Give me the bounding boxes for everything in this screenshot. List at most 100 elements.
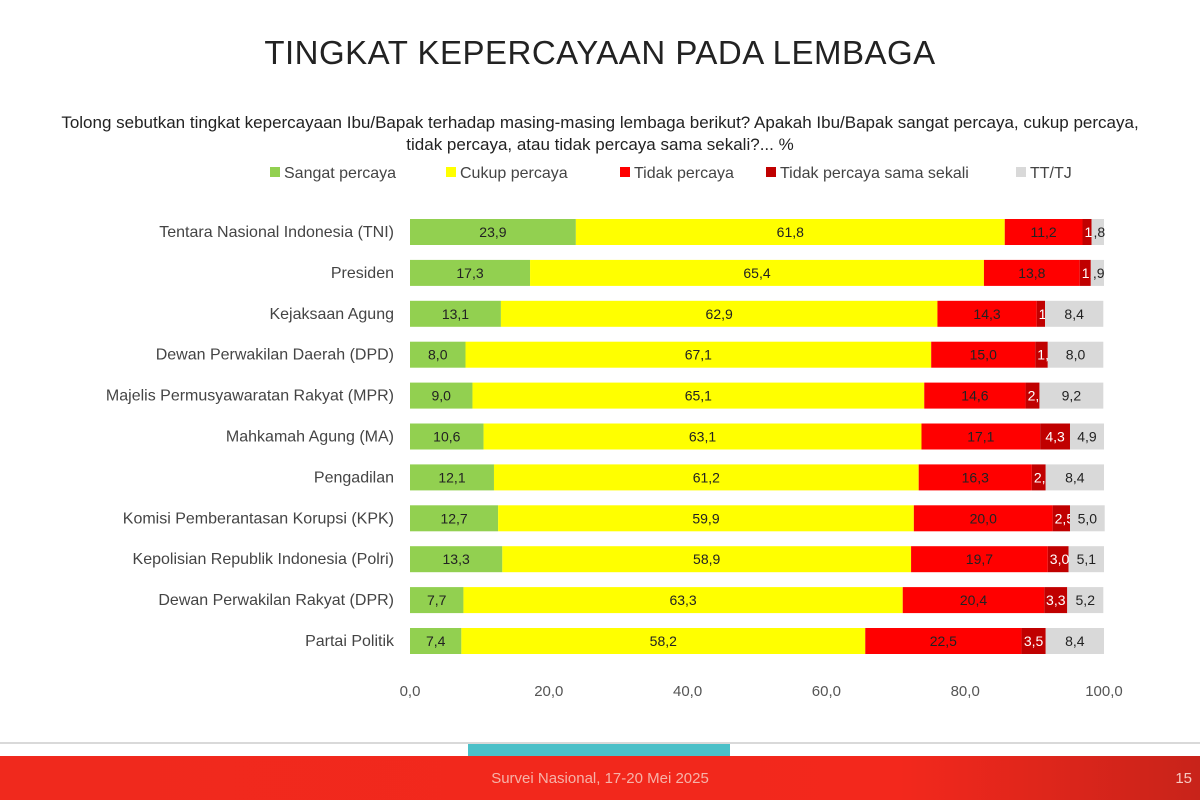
category-label: Dewan Perwakilan Daerah (DPD) [156, 347, 394, 364]
survey-question: Tolong sebutkan tingkat kepercayaan Ibu/… [61, 113, 1139, 154]
bar-segment [1031, 464, 1046, 491]
data-label: 12,1 [438, 469, 465, 485]
data-label: 58,9 [693, 551, 720, 567]
footer-survey-label: Survei Nasional, 17-20 Mei 2025 [491, 770, 709, 787]
bar-segment [1021, 628, 1046, 654]
x-tick-label: 40,0 [673, 683, 702, 700]
bar-segment [410, 423, 484, 450]
bar-segment [1090, 259, 1104, 286]
bar-segment [410, 505, 499, 532]
data-label: 4,9 [1077, 429, 1097, 445]
bar-segment [410, 628, 462, 654]
data-label: 9,2 [1062, 388, 1082, 404]
legend-swatch [620, 167, 630, 177]
bar-segment [1045, 300, 1104, 327]
category-label: Kepolisian Republik Indonesia (Polri) [133, 551, 394, 568]
bar-segment [1039, 382, 1104, 409]
bar-segment [410, 464, 494, 491]
data-label: 8,0 [428, 347, 448, 363]
category-label: Majelis Permusyawaratan Rakyat (MPR) [106, 388, 394, 405]
data-label: 7,4 [426, 633, 446, 649]
legend-label: Sangat percaya [284, 165, 396, 182]
footer-accent-tab [468, 744, 730, 758]
data-label: 19,7 [966, 551, 993, 567]
bar-segment [483, 423, 922, 450]
legend-label: Tidak percaya sama sekali [780, 165, 969, 182]
data-label: 13,3 [443, 551, 470, 567]
bar-segment [865, 628, 1022, 654]
data-label: 7,7 [427, 592, 447, 608]
category-label: Mahkamah Agung (MA) [226, 429, 394, 446]
bar-segment [502, 546, 912, 573]
legend-label: Cukup percaya [460, 165, 568, 182]
bar-segment [1067, 587, 1104, 614]
bar-segment [410, 341, 466, 368]
category-label: Tentara Nasional Indonesia (TNI) [159, 224, 394, 241]
legend-swatch [446, 167, 456, 177]
legend-label: Tidak percaya [634, 165, 734, 182]
data-label: 15,0 [970, 347, 997, 363]
data-label: 61,2 [693, 469, 720, 485]
data-label: 16,3 [962, 469, 989, 485]
data-label: 5,0 [1078, 510, 1098, 526]
data-label: 65,1 [685, 388, 712, 404]
bar-segment [918, 464, 1032, 491]
bar-segment [1045, 464, 1104, 491]
legend-swatch [1016, 167, 1026, 177]
bar-segment [1025, 382, 1040, 409]
bar-segment [410, 587, 464, 614]
bar-segment [500, 300, 938, 327]
footer-divider [0, 742, 1200, 744]
data-label: 2,5 [1055, 510, 1075, 526]
data-label: 20,0 [970, 510, 997, 526]
data-label: 1, [1084, 224, 1096, 240]
bar-segment [410, 300, 501, 327]
category-label: Partai Politik [305, 633, 395, 650]
footer-band [0, 756, 1200, 800]
legend-label: TT/TJ [1030, 165, 1072, 182]
bar-segment [1035, 341, 1048, 368]
data-label: 13,8 [1018, 265, 1045, 281]
data-label: 1, [1039, 306, 1051, 322]
data-label: 4,3 [1045, 429, 1065, 445]
data-label: 20,4 [960, 592, 987, 608]
bar-segment [924, 382, 1026, 409]
bar-segment [465, 341, 932, 368]
data-label: 5,1 [1077, 551, 1097, 567]
category-label: Presiden [331, 265, 394, 282]
bar-segment [1079, 259, 1091, 286]
data-label: 8,4 [1065, 469, 1085, 485]
data-label: 3,3 [1046, 592, 1066, 608]
data-label: 59,9 [692, 510, 719, 526]
data-label: 13,1 [442, 306, 469, 322]
legend-swatch [270, 167, 280, 177]
data-label: 5,2 [1076, 592, 1096, 608]
category-label: Kejaksaan Agung [269, 306, 394, 323]
bar-segment [530, 259, 984, 286]
bar-segment [498, 505, 914, 532]
bar-segment [937, 300, 1037, 327]
data-label: 22,5 [930, 633, 957, 649]
data-label: 11,2 [1031, 224, 1057, 240]
bar-segment [911, 546, 1048, 573]
bar-segment [410, 259, 531, 286]
bar-segment [463, 587, 903, 614]
data-label: 3,0 [1050, 551, 1070, 567]
bar-segment [931, 341, 1036, 368]
bar-segment [1069, 423, 1104, 450]
data-label: 10,6 [433, 429, 460, 445]
data-label: 62,9 [706, 306, 733, 322]
bar-segment [1047, 546, 1069, 573]
bar-segment [1004, 219, 1083, 245]
x-tick-label: 0,0 [400, 683, 421, 700]
stacked-bar-chart: Sangat percaya Cukup percaya Tidak percaya… [106, 165, 1123, 700]
bar-segment [493, 464, 919, 491]
data-label: 67,1 [685, 347, 712, 363]
bar-segment [921, 423, 1041, 450]
bar-segment [1091, 219, 1104, 245]
x-tick-label: 20,0 [534, 683, 563, 700]
bar-segment [575, 219, 1005, 245]
data-label: 58,2 [650, 633, 677, 649]
page-number: 15 [1175, 770, 1192, 787]
data-label: 14,3 [973, 306, 1000, 322]
